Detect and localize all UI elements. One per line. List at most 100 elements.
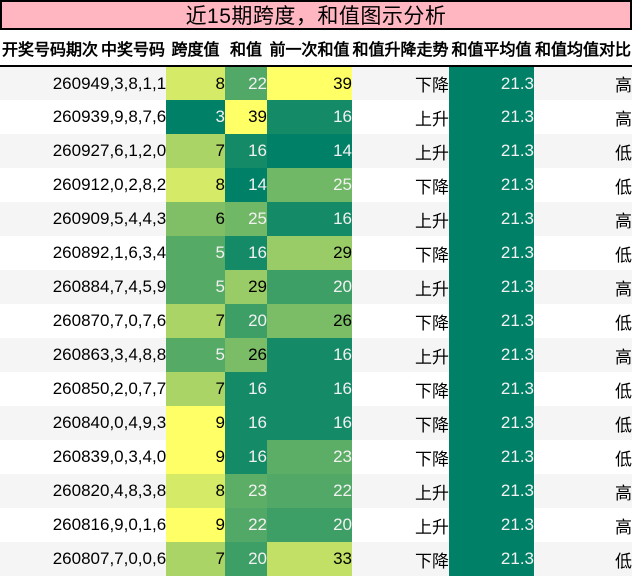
compare-cell: 高 [615,279,632,299]
column-header-sum: 和值 [225,30,267,67]
sum-heat-cell: 16 [225,406,267,440]
avg-heat-cell: 21.3 [449,134,534,168]
column-header-period: 开奖号码期次 [0,30,100,67]
trend-cell: 下降 [415,381,449,401]
sum-heat-cell: 14 [225,168,267,202]
span-heat-cell: 7 [166,542,225,576]
table-row: 26093 9,9,8,7,6 3 39 16 上升 21.3 高 [0,100,632,134]
trend-cell: 上升 [415,517,449,537]
winning-numbers-cell: 3,3,4,8,8 [100,345,166,364]
winning-numbers-cell: 2,1,6,3,4 [100,243,166,262]
period-cell: 26094 [52,73,100,93]
avg-heat-cell: 21.3 [449,338,534,372]
avg-heat-cell: 21.3 [449,474,534,508]
span-heat-cell: 8 [166,66,225,100]
table-row: 26089 2,1,6,3,4 5 16 29 下降 21.3 低 [0,236,632,270]
sum-heat-cell: 26 [225,338,267,372]
column-header-winning-numbers: 中奖号码 [100,30,166,67]
sum-heat-cell: 16 [225,236,267,270]
compare-cell: 低 [615,143,632,163]
period-cell: 26093 [52,107,100,126]
table-row: 26094 9,3,8,1,1 8 22 39 下降 21.3 高 [0,66,632,100]
avg-heat-cell: 21.3 [449,100,534,134]
prev-sum-heat-cell: 14 [267,134,352,168]
trend-cell: 下降 [415,313,449,333]
winning-numbers-cell: 9,5,4,4,3 [100,209,166,228]
table-row: 26084 0,0,4,9,3 9 16 16 下降 21.3 低 [0,406,632,440]
span-heat-cell: 7 [166,304,225,338]
avg-heat-cell: 21.3 [449,508,534,542]
trend-cell: 下降 [415,76,449,95]
column-header-prev-sum: 前一次和值 [267,30,352,67]
prev-sum-heat-cell: 33 [267,542,352,576]
prev-sum-heat-cell: 22 [267,474,352,508]
column-header-compare: 和值均值对比 [534,30,632,67]
compare-cell: 高 [615,347,632,367]
sum-heat-cell: 16 [225,372,267,406]
sum-heat-cell: 16 [225,134,267,168]
column-header-trend: 和值升降走势 [352,30,449,67]
period-cell: 26085 [52,379,100,398]
avg-heat-cell: 21.3 [449,372,534,406]
page-title: 近15期跨度，和值图示分析 [0,0,632,30]
span-heat-cell: 9 [166,440,225,474]
trend-cell: 下降 [415,415,449,435]
trend-cell: 下降 [415,449,449,469]
period-cell: 26087 [52,311,100,330]
table-row: 26088 4,7,4,5,9 5 29 20 上升 21.3 高 [0,270,632,304]
period-cell: 26092 [52,141,100,160]
sum-heat-cell: 25 [225,202,267,236]
trend-cell: 下降 [415,177,449,197]
span-heat-cell: 5 [166,338,225,372]
column-header-avg: 和值平均值 [449,30,534,67]
avg-heat-cell: 21.3 [449,406,534,440]
span-heat-cell: 5 [166,270,225,304]
trend-cell: 上升 [415,279,449,299]
avg-heat-cell: 21.3 [449,542,534,576]
span-heat-cell: 8 [166,474,225,508]
winning-numbers-cell: 0,2,0,7,7 [100,379,166,398]
prev-sum-heat-cell: 16 [267,338,352,372]
header-row: 开奖号码期次 中奖号码 跨度值 和值 前一次和值 和值升降走势 和值平均值 和值… [0,30,632,67]
avg-heat-cell: 21.3 [449,202,534,236]
table-row: 26090 9,5,4,4,3 6 25 16 上升 21.3 高 [0,202,632,236]
winning-numbers-cell: 0,4,8,3,8 [100,481,166,500]
trend-cell: 上升 [415,109,449,129]
sum-heat-cell: 20 [225,304,267,338]
span-heat-cell: 8 [166,168,225,202]
analysis-table: 开奖号码期次 中奖号码 跨度值 和值 前一次和值 和值升降走势 和值平均值 和值… [0,30,632,576]
prev-sum-heat-cell: 29 [267,236,352,270]
avg-heat-cell: 21.3 [449,66,534,100]
table-row: 26085 0,2,0,7,7 7 16 16 下降 21.3 低 [0,372,632,406]
compare-cell: 低 [615,177,632,197]
avg-heat-cell: 21.3 [449,168,534,202]
trend-cell: 上升 [415,211,449,231]
prev-sum-heat-cell: 23 [267,440,352,474]
sum-heat-cell: 22 [225,508,267,542]
compare-cell: 低 [615,381,632,401]
table-row: 26091 2,0,2,8,2 8 14 25 下降 21.3 低 [0,168,632,202]
sum-heat-cell: 29 [225,270,267,304]
period-cell: 26081 [52,515,100,534]
prev-sum-heat-cell: 16 [267,406,352,440]
period-cell: 26088 [52,277,100,296]
prev-sum-heat-cell: 26 [267,304,352,338]
sum-heat-cell: 23 [225,474,267,508]
table-row: 26092 7,6,1,2,0 7 16 14 上升 21.3 低 [0,134,632,168]
prev-sum-heat-cell: 20 [267,508,352,542]
trend-cell: 上升 [415,483,449,503]
avg-heat-cell: 21.3 [449,270,534,304]
compare-cell: 高 [615,76,632,95]
period-cell: 26082 [52,481,100,500]
avg-heat-cell: 21.3 [449,236,534,270]
sum-heat-cell: 20 [225,542,267,576]
trend-cell: 上升 [415,143,449,163]
winning-numbers-cell: 9,9,8,7,6 [100,107,166,126]
winning-numbers-cell: 9,3,8,1,1 [100,73,166,93]
winning-numbers-cell: 4,7,4,5,9 [100,277,166,296]
column-header-span: 跨度值 [166,30,225,67]
winning-numbers-cell: 9,0,3,4,0 [100,447,166,466]
prev-sum-heat-cell: 16 [267,372,352,406]
sum-heat-cell: 39 [225,100,267,134]
